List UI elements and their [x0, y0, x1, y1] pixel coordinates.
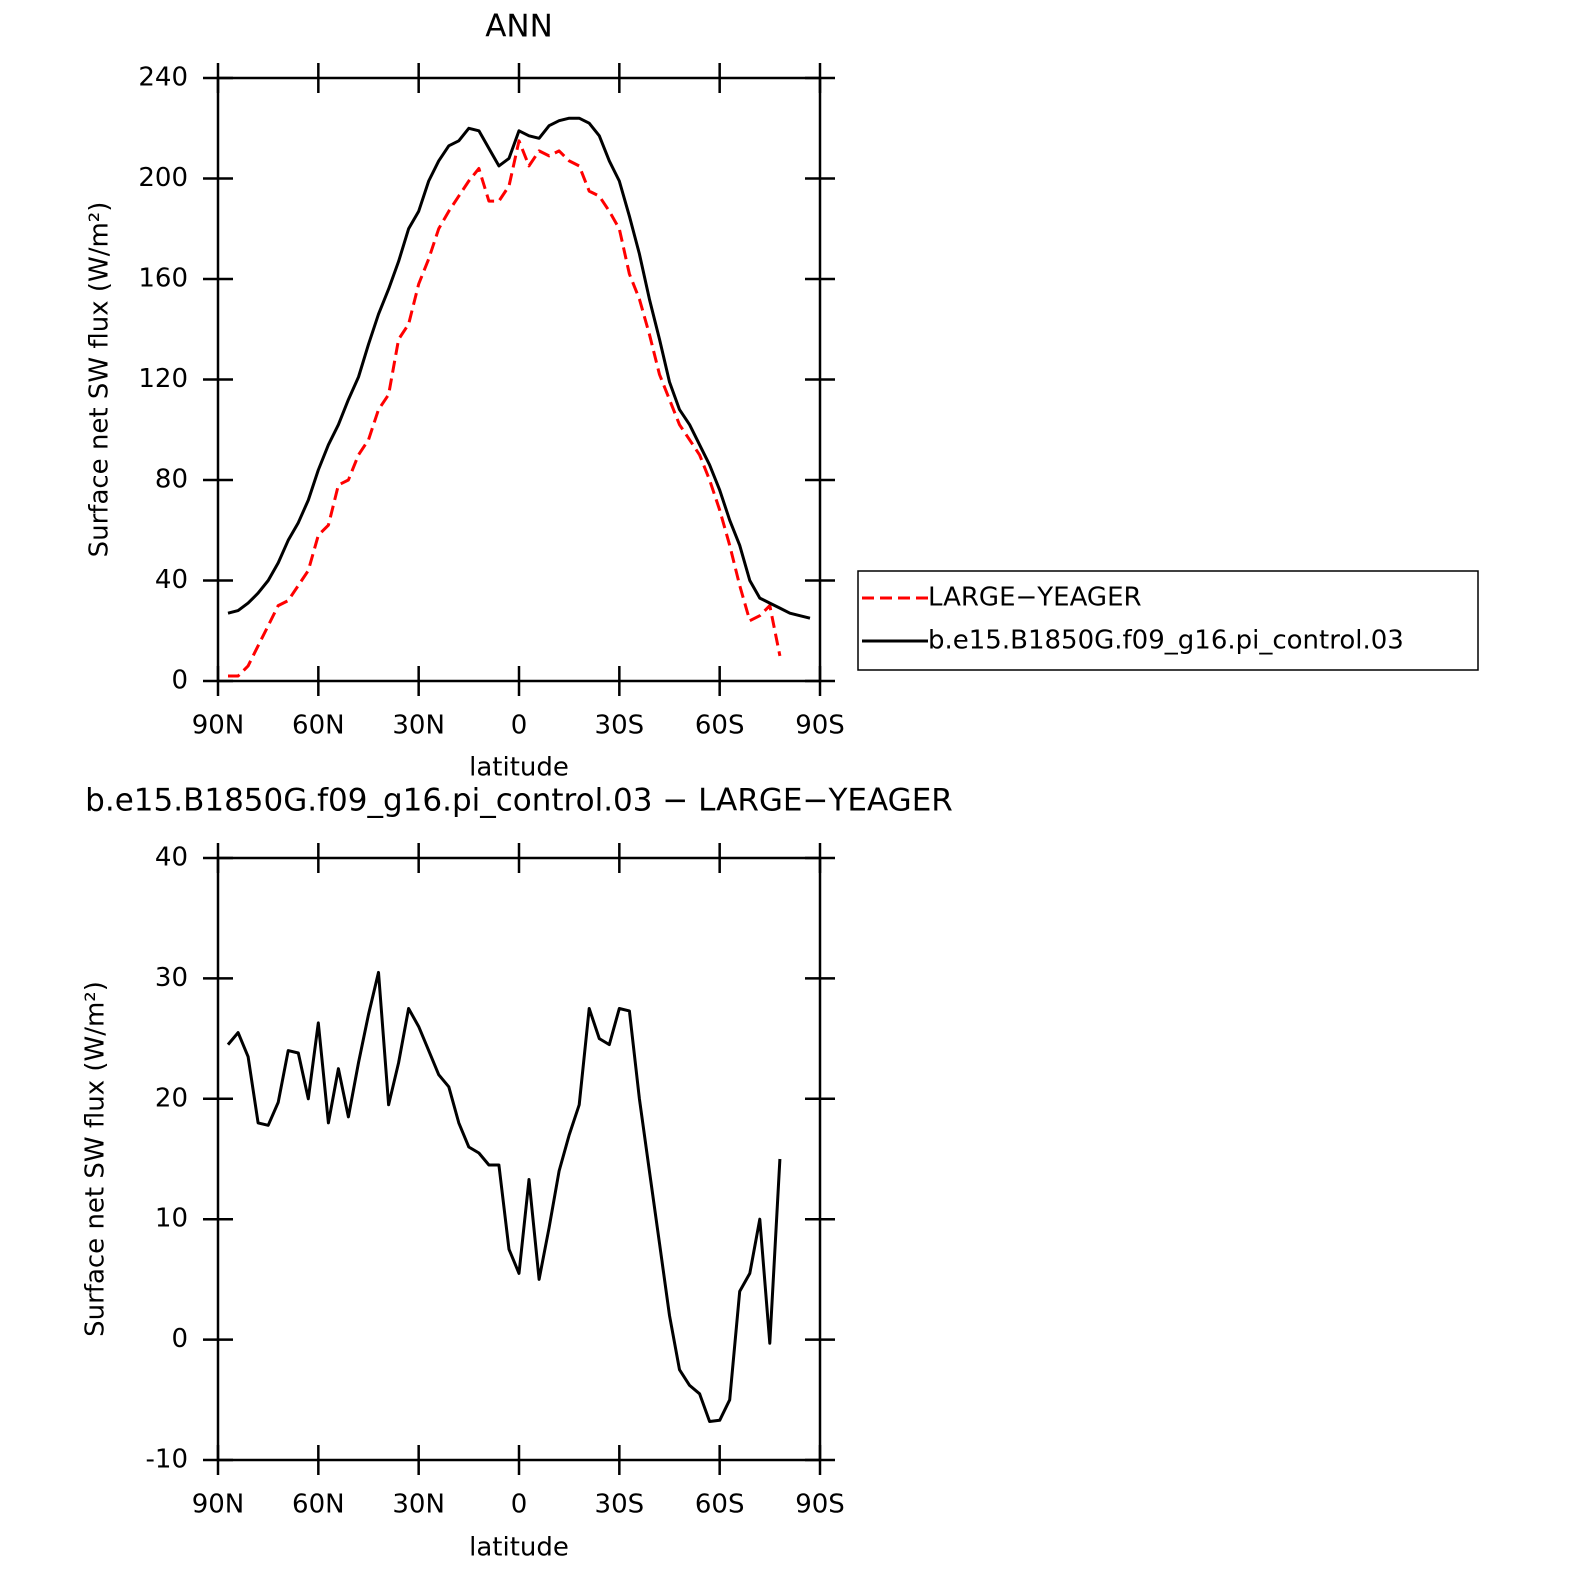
y-tick-label: 10: [155, 1204, 188, 1234]
y-tick-label: 0: [171, 1324, 188, 1354]
y-tick-label: 40: [155, 565, 188, 595]
x-tick-label: 90S: [795, 711, 845, 741]
data-line: [228, 139, 782, 678]
plot-frame: [216, 856, 822, 1462]
chart-title: ANN: [485, 9, 553, 45]
x-tick-label: 30S: [595, 1490, 645, 1520]
x-axis-label: latitude: [469, 1533, 569, 1563]
x-tick-label: 60N: [292, 711, 345, 741]
legend-label: b.e15.B1850G.f09_g16.pi_control.03: [928, 626, 1404, 656]
y-axis-label: Surface net SW flux (W/m²): [81, 981, 111, 1337]
plot-frame: [216, 76, 822, 683]
y-tick-label: -10: [146, 1445, 188, 1475]
x-tick-label: 60S: [695, 711, 745, 741]
y-tick-label: 240: [138, 63, 188, 93]
x-tick-label: 90N: [192, 1490, 245, 1520]
data-line: [227, 116, 811, 620]
y-tick-label: 200: [138, 163, 188, 193]
y-tick-label: 80: [155, 465, 188, 495]
x-axis-label: latitude: [469, 753, 569, 783]
x-tick-label: 60N: [292, 1490, 345, 1520]
legend-label: LARGE−YEAGER: [928, 583, 1142, 613]
y-tick-label: 30: [155, 963, 188, 993]
x-tick-label: 90N: [192, 711, 245, 741]
data-line: [226, 970, 782, 1423]
y-tick-label: 120: [138, 364, 188, 394]
y-tick-label: 40: [155, 843, 188, 873]
x-tick-label: 90S: [795, 1490, 845, 1520]
y-tick-label: 0: [171, 666, 188, 696]
x-tick-label: 60S: [695, 1490, 745, 1520]
y-tick-label: 20: [155, 1083, 188, 1113]
x-tick-label: 30S: [595, 711, 645, 741]
chart-title: b.e15.B1850G.f09_g16.pi_control.03 − LAR…: [85, 783, 953, 819]
y-tick-label: 160: [138, 264, 188, 294]
y-axis-label: Surface net SW flux (W/m²): [85, 202, 115, 558]
x-tick-label: 30N: [392, 1490, 445, 1520]
x-tick-label: 0: [511, 1490, 528, 1520]
x-tick-label: 0: [511, 711, 528, 741]
legend-box: [857, 570, 1479, 671]
x-tick-label: 30N: [392, 711, 445, 741]
